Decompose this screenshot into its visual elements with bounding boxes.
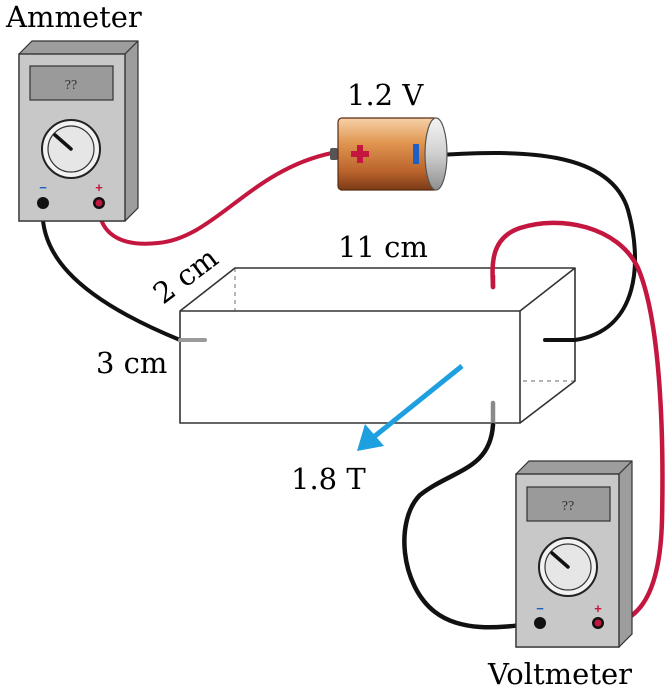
arrow-head-icon [357, 424, 384, 451]
wires [40, 151, 665, 630]
voltmeter-minus-terminal [534, 617, 546, 629]
block-side-face [519, 268, 576, 424]
voltmeter-label: Voltmeter [487, 657, 632, 691]
black-wire-ammeter [40, 201, 182, 342]
depth-label: 2 cm [147, 240, 225, 310]
field-arrow [357, 364, 464, 451]
conductor-block [179, 267, 576, 424]
battery-voltage-label: 1.2 V [347, 78, 424, 112]
voltmeter-reading: ?? [562, 499, 574, 514]
voltmeter-plus-terminal [594, 619, 602, 627]
ammeter-reading: ?? [65, 78, 77, 93]
red-wire-voltmeter [490, 220, 665, 626]
height-label: 3 cm [96, 346, 167, 380]
voltmeter-display [526, 486, 611, 522]
field-label: 1.8 T [291, 462, 366, 496]
ammeter-minus-terminal [37, 197, 49, 209]
length-label: 11 cm [338, 230, 428, 264]
block-front-face [179, 310, 521, 424]
black-wire-battery-block [438, 151, 637, 342]
ammeter-needle [53, 133, 73, 151]
black-wire-voltmeter [402, 422, 543, 630]
ammeter-display [29, 65, 114, 101]
battery-terminal [330, 148, 338, 160]
battery-cap [424, 117, 448, 191]
voltmeter: ?? − + [515, 460, 633, 648]
battery [330, 117, 448, 191]
minus-icon [413, 144, 419, 164]
voltmeter-minus-sign: − [536, 601, 544, 616]
ammeter: ?? − + [18, 40, 139, 222]
voltmeter-needle [550, 551, 570, 569]
ammeter-plus-terminal [95, 199, 103, 207]
ammeter-minus-sign: − [39, 180, 47, 195]
ammeter-plus-sign: + [95, 180, 103, 195]
red-wire-ammeter-battery [96, 151, 334, 246]
plus-icon [351, 145, 369, 163]
ammeter-label: Ammeter [5, 0, 142, 34]
block-top-face [179, 267, 576, 312]
voltmeter-plus-sign: + [594, 601, 602, 616]
